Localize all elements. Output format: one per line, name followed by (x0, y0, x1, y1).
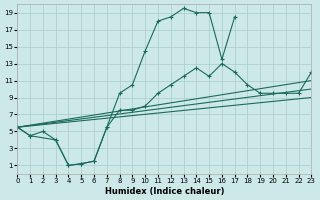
X-axis label: Humidex (Indice chaleur): Humidex (Indice chaleur) (105, 187, 224, 196)
